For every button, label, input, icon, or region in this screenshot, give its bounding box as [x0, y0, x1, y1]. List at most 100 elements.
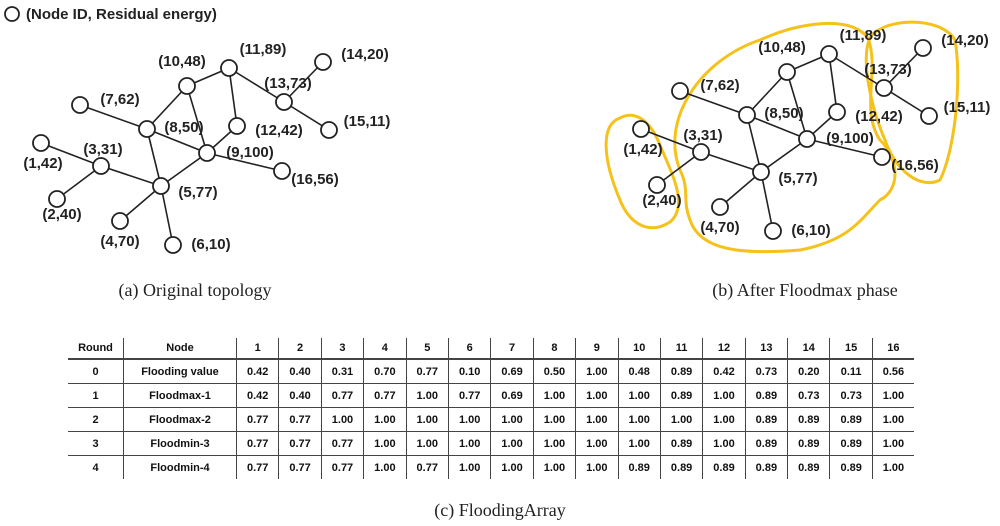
node-label: (9,100) — [226, 144, 274, 161]
table-cell: 0.73 — [829, 383, 873, 408]
table-cell: 0.89 — [744, 431, 789, 456]
table-cell: 0 — [68, 358, 124, 384]
node-label: (11,89) — [240, 41, 287, 58]
table-cell: 0.70 — [363, 358, 407, 384]
table-cell: 0.42 — [235, 358, 280, 384]
table-cell: 1.00 — [871, 383, 914, 408]
node — [111, 212, 129, 230]
header-cell: 7 — [490, 338, 534, 360]
table-cell: Floodmin-3 — [123, 431, 237, 456]
table-cell: 1.00 — [532, 383, 577, 408]
table-cell: 1.00 — [871, 431, 914, 456]
header-cell: 4 — [363, 338, 407, 360]
table-cell: 0.10 — [447, 358, 492, 384]
table-cell: 1.00 — [575, 407, 619, 432]
table-cell: 1.00 — [447, 407, 492, 432]
table-cell: 1.00 — [363, 455, 407, 479]
node — [48, 190, 66, 208]
edge — [700, 151, 762, 173]
edge — [146, 128, 162, 187]
table-cell: 1.00 — [659, 407, 704, 432]
edge — [146, 128, 208, 154]
table-cell: 0.89 — [659, 358, 704, 384]
edge — [806, 138, 883, 158]
table-cell: 0.77 — [405, 358, 449, 384]
node-label: (16,56) — [291, 171, 339, 188]
header-cell: 3 — [320, 338, 365, 360]
table-cell: 0.89 — [744, 455, 789, 479]
caption: (a) Original topology — [119, 280, 272, 301]
table-cell: 0.89 — [787, 407, 831, 432]
table-cell: 0.89 — [659, 383, 704, 408]
table-cell: 1.00 — [871, 407, 914, 432]
node — [632, 120, 650, 138]
node — [92, 157, 110, 175]
table-cell: 3 — [68, 431, 124, 456]
edge — [186, 85, 208, 154]
node — [692, 143, 710, 161]
node — [228, 117, 246, 135]
table-cell: 1.00 — [532, 407, 577, 432]
table-cell: 0.77 — [235, 407, 280, 432]
table-cell: 1.00 — [447, 455, 492, 479]
table-cell: 1.00 — [575, 431, 619, 456]
node — [738, 106, 756, 124]
edge — [828, 53, 838, 113]
node-label: (6,10) — [791, 222, 830, 239]
table-cell: 1 — [68, 383, 124, 408]
node — [178, 77, 196, 95]
table-cell: 1.00 — [532, 431, 577, 456]
node-label: (3,31) — [683, 127, 722, 144]
table-cell: Floodmax-1 — [123, 383, 237, 408]
table-cell: 0.89 — [829, 407, 873, 432]
edge — [746, 114, 808, 140]
node-label: (1,42) — [23, 155, 62, 172]
edge — [746, 71, 788, 116]
table-cell: 0.31 — [320, 358, 365, 384]
table-cell: 1.00 — [617, 383, 661, 408]
table-cell: 0.20 — [787, 358, 831, 384]
node — [220, 59, 238, 77]
node-label: (13,73) — [264, 75, 312, 92]
table-cell: 0.89 — [659, 455, 704, 479]
table-cell: 0.73 — [787, 383, 831, 408]
table-cell: 1.00 — [320, 407, 365, 432]
node-label: (13,73) — [864, 61, 912, 78]
edge — [760, 171, 774, 232]
table-cell: 1.00 — [532, 455, 577, 479]
table-row: 4 Floodmin-4 0.77 0.77 0.77 1.00 0.77 1.00 1.00 1… — [68, 455, 914, 479]
header-cell: 10 — [617, 338, 661, 360]
header-cell: 2 — [278, 338, 322, 360]
header-cell: 12 — [702, 338, 746, 360]
clusters — [604, 20, 960, 254]
node — [875, 79, 893, 97]
table-cell: 1.00 — [363, 431, 407, 456]
table-cell: 0.77 — [363, 383, 407, 408]
edge — [883, 47, 924, 89]
table-cell: 0.40 — [278, 383, 322, 408]
table-cell: 0.89 — [659, 431, 704, 456]
node-label: (5,77) — [178, 184, 217, 201]
node-label: (12,42) — [255, 122, 303, 139]
node — [32, 134, 50, 152]
cluster-outline — [604, 113, 681, 230]
node-label: (2,40) — [642, 192, 681, 209]
edge — [206, 152, 283, 172]
legend-icon — [4, 6, 20, 22]
node — [764, 222, 782, 240]
node-label: (16,56) — [891, 157, 939, 174]
table-cell: 1.00 — [575, 455, 619, 479]
edge — [56, 165, 102, 200]
table-cell: 0.89 — [829, 431, 873, 456]
table-cell: 0.89 — [829, 455, 873, 479]
node-label: (9,100) — [826, 130, 874, 147]
table-cell: 1.00 — [702, 383, 746, 408]
table-row: 2 Floodmax-2 0.77 0.77 1.00 1.00 1.00 1.00 1.00 1… — [68, 407, 914, 432]
edge — [228, 67, 285, 103]
table-cell: 0.77 — [447, 383, 492, 408]
table-cell: 1.00 — [490, 431, 534, 456]
table-cell: 0.77 — [405, 455, 449, 479]
node-label: (8,50) — [764, 105, 803, 122]
node — [798, 130, 816, 148]
edge — [40, 142, 102, 167]
